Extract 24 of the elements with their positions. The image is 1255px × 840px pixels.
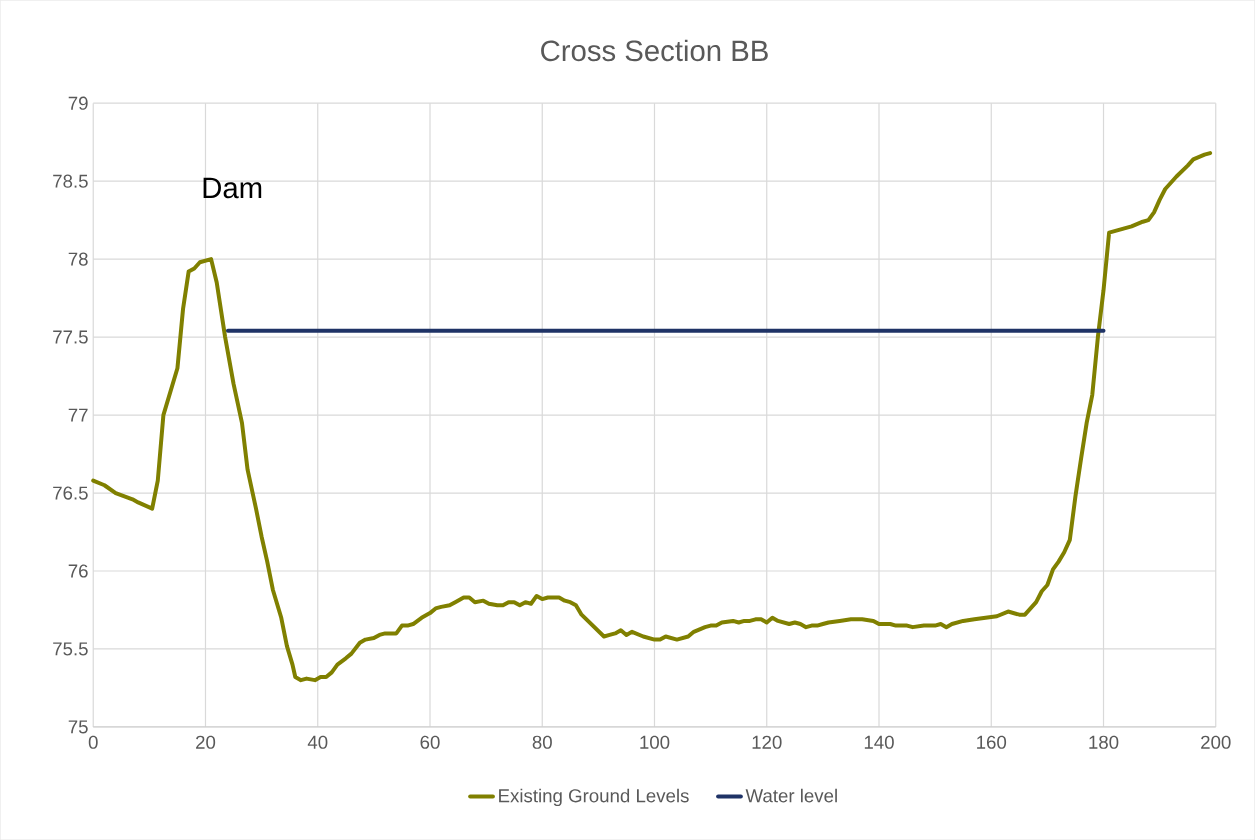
y-tick-label: 78.5 bbox=[53, 174, 88, 188]
x-tick-label: 80 bbox=[532, 735, 552, 749]
x-tick-label: 180 bbox=[1089, 735, 1119, 749]
x-tick-label: 60 bbox=[420, 735, 440, 749]
x-tick-label: 100 bbox=[640, 735, 670, 749]
x-tick-label: 200 bbox=[1201, 735, 1231, 749]
annotation: Dam bbox=[203, 177, 262, 199]
chart-title: Cross Section BB bbox=[541, 39, 768, 62]
x-tick-label: 0 bbox=[88, 735, 98, 749]
legend-label: Existing Ground Levels bbox=[499, 788, 689, 806]
y-tick-label: 75 bbox=[68, 720, 88, 734]
y-tick-label: 76.5 bbox=[53, 486, 88, 500]
y-tick-label: 79 bbox=[68, 96, 88, 110]
y-tick-label: 78 bbox=[68, 252, 88, 266]
x-tick-label: 20 bbox=[196, 735, 216, 749]
y-tick-label: 77.5 bbox=[53, 330, 88, 344]
x-tick-label: 120 bbox=[752, 735, 782, 749]
y-tick-label: 75.5 bbox=[53, 642, 88, 656]
x-tick-label: 40 bbox=[307, 735, 328, 749]
legend-label: Water level bbox=[745, 788, 837, 803]
x-tick-label: 160 bbox=[977, 735, 1007, 749]
x-tick-label: 140 bbox=[864, 735, 894, 749]
y-tick-label: 76 bbox=[68, 564, 88, 578]
y-tick-label: 77 bbox=[68, 408, 88, 422]
